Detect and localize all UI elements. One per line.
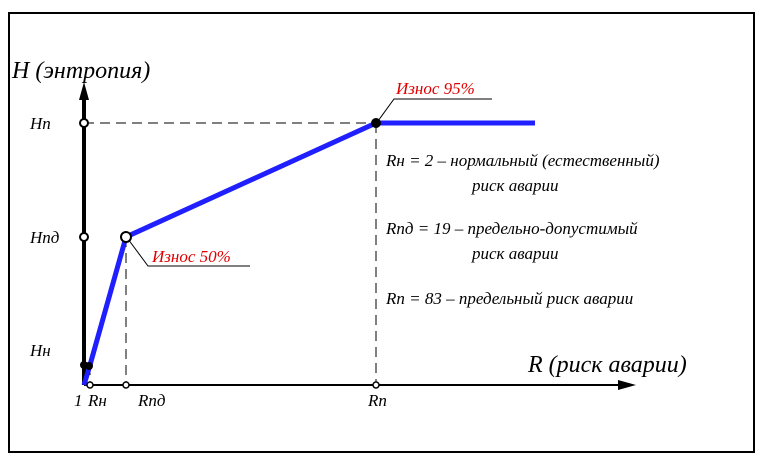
point-x-rpd xyxy=(122,381,130,389)
legend-rn-line2: риск аварии xyxy=(471,176,559,195)
x-tick-rpd: Rпд xyxy=(137,391,166,410)
x-tick-rn: Rн xyxy=(87,391,107,410)
point-y-hp xyxy=(79,118,89,128)
leader-wear-95 xyxy=(377,98,492,122)
x-tick-rp: Rп xyxy=(367,391,387,410)
y-axis-arrow xyxy=(79,82,89,100)
annotation-wear-50: Износ 50% xyxy=(151,247,231,266)
point-y-hpd xyxy=(79,232,89,242)
y-tick-hp: Hп xyxy=(29,114,51,133)
annotation-wear-95: Износ 95% xyxy=(395,79,475,98)
legend-rp-line1: Rп = 83 – предельный риск аварии xyxy=(385,289,633,308)
point-y-hn xyxy=(80,361,88,369)
annotation-leaders xyxy=(127,98,492,267)
y-tick-hpd: Hпд xyxy=(29,228,60,247)
legend-rpd-line2: риск аварии xyxy=(471,244,559,263)
legend: Rн = 2 – нормальный (естественный) риск … xyxy=(385,151,660,308)
point-x-rn xyxy=(86,381,94,389)
x-axis-arrow xyxy=(618,380,636,390)
y-tick-hn: Hн xyxy=(29,341,51,360)
point-wear-95 xyxy=(371,118,381,128)
point-x-rp xyxy=(372,381,380,389)
x-tick-1: 1 xyxy=(74,391,83,410)
point-wear-50 xyxy=(120,231,132,243)
x-axis-label: R (риск аварии) xyxy=(527,352,687,378)
legend-rpd-line1: Rпд = 19 – предельно-допустимый xyxy=(385,219,638,238)
legend-rn-line1: Rн = 2 – нормальный (естественный) xyxy=(385,151,660,170)
frame xyxy=(8,12,755,453)
y-axis-label: H (энтропия) xyxy=(11,58,150,84)
leader-wear-50 xyxy=(127,238,250,267)
key-points xyxy=(79,118,381,389)
